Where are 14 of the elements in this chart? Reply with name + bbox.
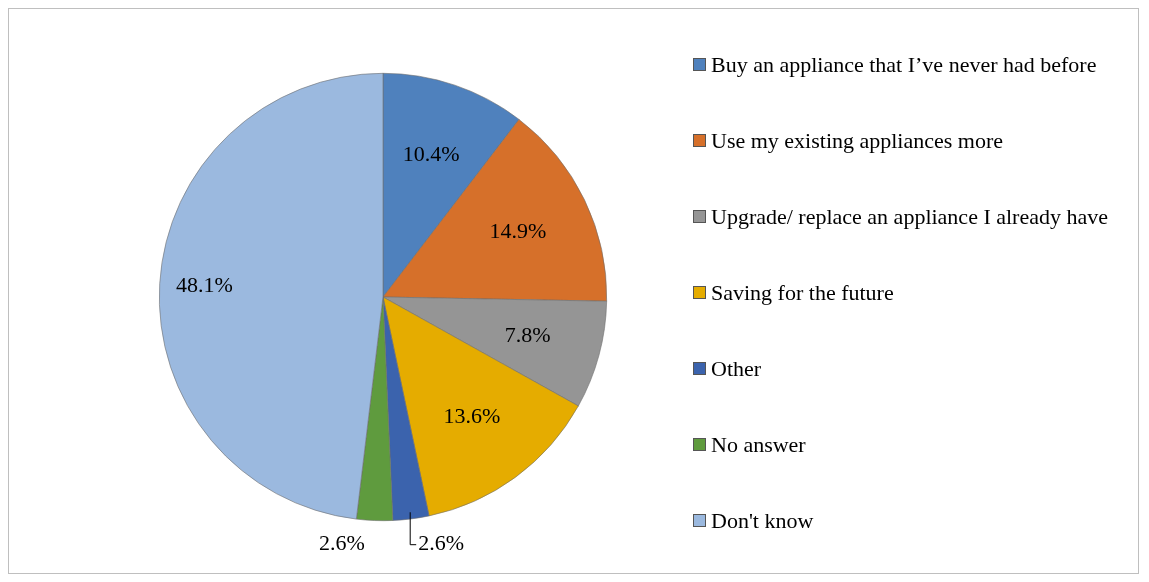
legend-label: Other: [711, 355, 762, 383]
data-label: 10.4%: [402, 140, 460, 166]
data-label: 13.6%: [443, 403, 501, 429]
legend-label: Saving for the future: [711, 279, 894, 307]
legend-label: No answer: [711, 431, 806, 459]
legend-label: Buy an appliance that I’ve never had before: [711, 51, 1097, 79]
legend-label: Don't know: [711, 507, 814, 535]
data-label: 7.8%: [504, 321, 551, 347]
data-label: 48.1%: [175, 272, 233, 298]
data-label: 14.9%: [489, 217, 547, 243]
legend-label: Upgrade/ replace an appliance I already have: [711, 203, 1108, 231]
legend-label: Use my existing appliances more: [711, 127, 1004, 155]
data-label: 2.6%: [318, 530, 365, 556]
data-label: 2.6%: [418, 530, 465, 556]
